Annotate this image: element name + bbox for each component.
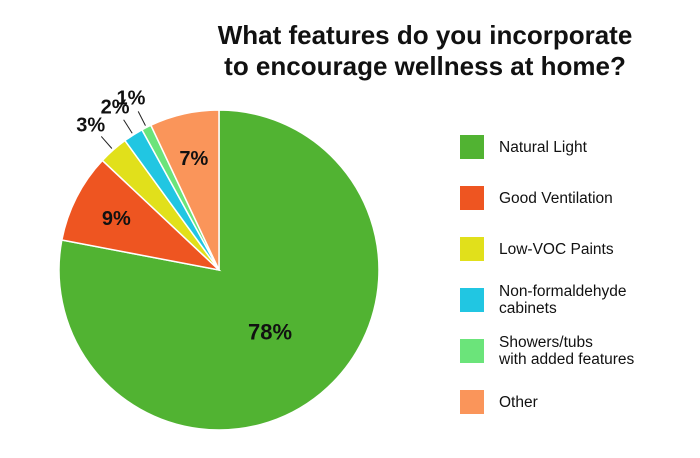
chart-title-line-1: What features do you incorporate xyxy=(217,20,633,50)
legend-swatch xyxy=(460,288,484,312)
legend-swatch xyxy=(460,339,484,363)
leader-line-non-formaldehyde-cabinets xyxy=(123,119,133,134)
chart-title-line-2: to encourage wellness at home? xyxy=(224,51,626,81)
pie-slice-good-ventilation xyxy=(60,159,222,272)
leader-line-low-voc-paints xyxy=(100,136,113,149)
legend-label: Other xyxy=(499,393,538,411)
pie-slice-other xyxy=(149,109,220,271)
legend-item-other: Other xyxy=(460,382,690,422)
legend-swatch xyxy=(460,237,484,261)
legend-label: Low-VOC Paints xyxy=(499,240,614,258)
legend-label: Non-formaldehyde cabinets xyxy=(499,283,627,317)
legend-item-showers-tubs-with-added-features: Showers/tubs with added features xyxy=(460,331,690,371)
data-label-good-ventilation: 9% xyxy=(102,208,131,230)
legend-swatch xyxy=(460,135,484,159)
data-label-low-voc-paints: 3% xyxy=(76,115,105,137)
chart-title: What features do you incorporate to enco… xyxy=(190,20,660,82)
legend-label: Good Ventilation xyxy=(499,189,613,207)
data-label-non-formaldehyde-cabinets: 2% xyxy=(101,96,130,118)
legend-item-low-voc-paints: Low-VOC Paints xyxy=(460,229,690,269)
legend-item-natural-light: Natural Light xyxy=(460,127,690,167)
legend-item-good-ventilation: Good Ventilation xyxy=(460,178,690,218)
data-label-showers-tubs-with-added-features: 1% xyxy=(116,87,145,109)
legend-label: Showers/tubs with added features xyxy=(499,334,635,368)
legend-swatch xyxy=(460,390,484,414)
leader-line-showers-tubs-with-added-features xyxy=(137,111,146,126)
legend-label: Natural Light xyxy=(499,138,587,156)
legend-swatch xyxy=(460,186,484,210)
legend-item-non-formaldehyde-cabinets: Non-formaldehyde cabinets xyxy=(460,280,690,320)
data-label-other: 7% xyxy=(179,148,208,170)
data-label-natural-light: 78% xyxy=(248,320,292,345)
